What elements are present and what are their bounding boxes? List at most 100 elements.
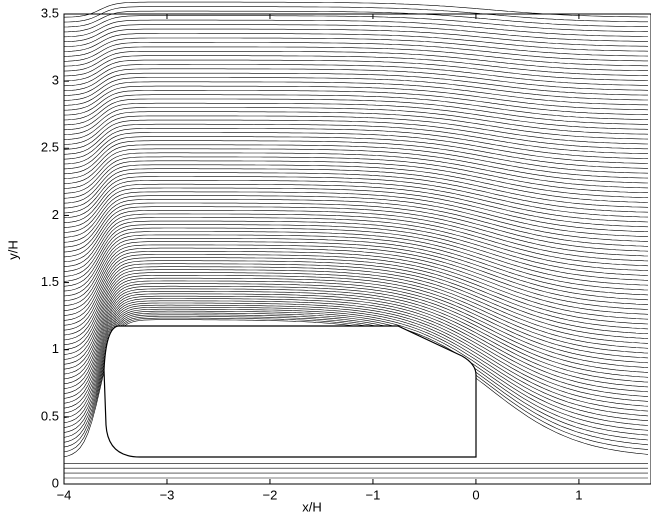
streamline	[63, 241, 649, 307]
streamline	[63, 238, 649, 302]
streamline	[63, 156, 649, 194]
streamline	[63, 224, 649, 282]
y-tick-label: 2.5	[41, 140, 59, 155]
streamline	[63, 64, 649, 87]
streamline	[63, 19, 648, 38]
y-tick-label: 0	[52, 475, 59, 490]
streamline	[63, 231, 649, 292]
streamline	[63, 247, 649, 316]
streamline	[63, 220, 649, 277]
streamline	[63, 187, 649, 233]
streamline	[63, 183, 649, 228]
streamline	[63, 251, 649, 321]
streamline	[63, 227, 649, 287]
x-tick-label: −1	[366, 487, 381, 502]
streamline	[63, 81, 649, 106]
x-tick-label: 1	[575, 487, 582, 502]
streamline	[63, 68, 649, 91]
streamline	[63, 306, 649, 424]
streamline	[63, 72, 648, 96]
y-tick-label: 0.5	[41, 408, 59, 423]
streamline	[63, 1, 649, 18]
streamline	[63, 132, 649, 165]
streamline	[63, 213, 649, 267]
streamline	[63, 176, 649, 219]
x-tick-label: −4	[57, 487, 72, 502]
streamline	[63, 217, 649, 272]
streamline	[63, 234, 649, 297]
y-tick-label: 3.5	[41, 5, 59, 20]
streamline	[63, 15, 648, 33]
streamline	[63, 210, 649, 263]
streamline	[63, 317, 649, 453]
streamline	[63, 160, 649, 199]
streamline	[63, 266, 649, 346]
body-outline	[103, 325, 477, 458]
y-tick-label: 1.5	[41, 274, 59, 289]
plot-frame	[63, 13, 651, 485]
streamline	[63, 148, 649, 184]
streamline	[63, 123, 649, 155]
streamline	[63, 102, 649, 131]
streamline	[63, 144, 649, 179]
streamline	[63, 42, 648, 62]
streamline	[63, 291, 649, 389]
y-tick-label: 3	[52, 73, 59, 88]
streamline	[63, 285, 649, 380]
streamline	[63, 111, 649, 140]
streamline	[63, 98, 648, 126]
streamline	[63, 275, 649, 360]
streamline	[63, 302, 649, 414]
x-axis-label: x/H	[302, 499, 322, 514]
x-tick-label: −3	[160, 487, 175, 502]
streamline	[63, 136, 649, 170]
streamline	[63, 59, 649, 82]
y-axis-label: y/H	[5, 240, 20, 260]
streamline	[63, 293, 649, 394]
streamline	[63, 316, 649, 448]
streamline	[63, 24, 648, 42]
streamline	[63, 298, 649, 404]
streamline	[63, 94, 649, 121]
streamline	[63, 263, 649, 341]
streamline	[63, 85, 649, 111]
streamline	[63, 46, 648, 67]
streamline	[63, 55, 648, 77]
y-tick-label: 2	[52, 207, 59, 222]
streamline	[63, 195, 649, 243]
streamline	[63, 119, 648, 150]
streamline	[63, 314, 649, 443]
streamline	[63, 312, 649, 438]
streamline	[63, 168, 649, 209]
streamline	[63, 304, 649, 419]
x-tick-label: 0	[472, 487, 479, 502]
streamline	[63, 107, 649, 135]
streamline	[63, 37, 649, 57]
streamline	[63, 77, 648, 101]
streamline	[63, 272, 649, 355]
streamline	[63, 269, 649, 350]
streamlines	[63, 1, 649, 479]
streamline	[63, 152, 649, 189]
streamline	[63, 33, 649, 52]
streamline	[63, 172, 649, 214]
streamline	[63, 260, 649, 336]
y-tick-label: 1	[52, 341, 59, 356]
streamline	[63, 206, 649, 258]
streamline	[63, 10, 648, 28]
streamline	[63, 310, 649, 433]
streamline	[63, 90, 649, 116]
streamline	[63, 283, 649, 375]
streamline	[63, 280, 649, 370]
streamline	[63, 257, 649, 331]
streamline	[63, 300, 649, 409]
streamline	[63, 140, 649, 175]
streamline	[63, 180, 649, 223]
streamline	[63, 199, 649, 248]
x-tick-label: −2	[263, 487, 278, 502]
streamline	[63, 288, 649, 385]
streamline	[63, 128, 649, 160]
streamline	[63, 202, 649, 253]
